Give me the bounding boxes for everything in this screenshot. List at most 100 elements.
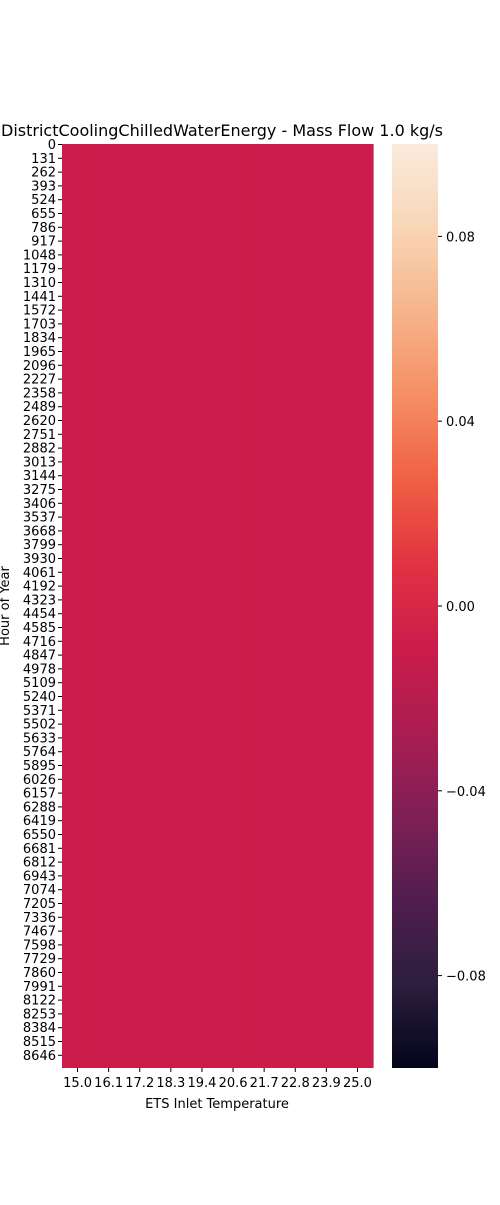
- y-tick-label: 3537: [23, 511, 56, 526]
- y-tick-label: 1441: [23, 290, 56, 305]
- y-axis-ticks: 0131262393524655786917104811791310144115…: [23, 138, 62, 1064]
- y-tick-label: 5764: [23, 745, 56, 760]
- y-tick-label: 2096: [23, 359, 56, 374]
- y-tick-label: 917: [31, 235, 56, 250]
- x-tick-label: 16.1: [94, 1076, 123, 1091]
- y-tick-label: 1703: [23, 317, 56, 332]
- y-tick-label: 1310: [23, 276, 56, 291]
- y-tick-label: 5371: [23, 704, 56, 719]
- heatmap-cell-18.3: [155, 144, 187, 1068]
- y-tick-label: 8515: [23, 1035, 56, 1050]
- heatmap-cell-16.1: [93, 144, 125, 1068]
- y-tick-label: 3930: [23, 552, 56, 567]
- y-tick-label: 2489: [23, 400, 56, 415]
- y-tick-label: 1048: [23, 248, 56, 263]
- y-tick-label: 262: [31, 166, 56, 181]
- y-tick-label: 3668: [23, 524, 56, 539]
- y-tick-label: 6157: [23, 787, 56, 802]
- colorbar: 0.08 0.04 0.00 −0.04 −0.08: [392, 144, 486, 1068]
- y-tick-label: 4716: [23, 635, 56, 650]
- y-tick-label: 2751: [23, 428, 56, 443]
- colorbar-tick-label: 0.08: [446, 230, 475, 245]
- y-tick-label: 524: [31, 193, 56, 208]
- y-tick-label: 4192: [23, 580, 56, 595]
- y-tick-label: 4061: [23, 566, 56, 581]
- heatmap-cell-20.6: [217, 144, 250, 1068]
- x-tick-label: 25.0: [343, 1076, 372, 1091]
- x-tick-label: 22.8: [281, 1076, 310, 1091]
- colorbar-tick-label: 0.00: [446, 600, 475, 615]
- heatmap-cell-15.0: [62, 144, 94, 1068]
- x-axis-label: ETS Inlet Temperature: [145, 1097, 289, 1112]
- y-tick-label: 8122: [23, 994, 56, 1009]
- y-tick-label: 3144: [23, 469, 56, 484]
- y-tick-label: 2227: [23, 373, 56, 388]
- heatmap-plot-area: [62, 144, 374, 1068]
- y-tick-label: 4847: [23, 649, 56, 664]
- colorbar-tick-label: −0.08: [446, 970, 486, 985]
- y-tick-label: 8384: [23, 1021, 56, 1036]
- heatmap-cell-17.2: [124, 144, 156, 1068]
- y-tick-label: 1834: [23, 331, 56, 346]
- y-tick-label: 7991: [23, 980, 56, 995]
- y-tick-label: 1572: [23, 304, 56, 319]
- y-tick-label: 0: [48, 138, 56, 153]
- heatmap-cell-22.8: [279, 144, 312, 1068]
- chart-title: DistrictCoolingChilledWaterEnergy - Mass…: [1, 121, 443, 140]
- x-tick-label: 18.3: [156, 1076, 185, 1091]
- x-tick-label: 21.7: [250, 1076, 279, 1091]
- y-tick-label: 3799: [23, 538, 56, 553]
- y-tick-label: 7467: [23, 925, 56, 940]
- y-tick-label: 6550: [23, 828, 56, 843]
- y-tick-label: 6026: [23, 773, 56, 788]
- x-tick-label: 23.9: [312, 1076, 341, 1091]
- y-tick-label: 3406: [23, 497, 56, 512]
- y-tick-label: 7729: [23, 952, 56, 967]
- y-tick-label: 7205: [23, 897, 56, 912]
- y-tick-label: 4978: [23, 662, 56, 677]
- y-tick-label: 1965: [23, 345, 56, 360]
- y-tick-label: 8253: [23, 1007, 56, 1022]
- x-tick-label: 19.4: [187, 1076, 216, 1091]
- y-tick-label: 6419: [23, 814, 56, 829]
- y-tick-label: 393: [31, 179, 56, 194]
- y-tick-label: 6681: [23, 842, 56, 857]
- x-axis-ticks: 15.0 16.1 17.2 18.3 19.4 20.6 21.7 22.8 23.9 25.0: [63, 1068, 372, 1091]
- heatmap-cell-19.4: [186, 144, 219, 1068]
- y-tick-label: 7074: [23, 883, 56, 898]
- colorbar-gradient: [392, 144, 438, 1068]
- y-tick-label: 5633: [23, 731, 56, 746]
- y-tick-label: 8646: [23, 1049, 56, 1064]
- y-tick-label: 655: [31, 207, 56, 222]
- y-tick-label: 4454: [23, 607, 56, 622]
- y-tick-label: 4323: [23, 593, 56, 608]
- y-tick-label: 6812: [23, 856, 56, 871]
- y-tick-label: 5109: [23, 676, 56, 691]
- y-tick-label: 131: [31, 152, 56, 167]
- y-tick-label: 7860: [23, 966, 56, 981]
- y-tick-label: 2358: [23, 386, 56, 401]
- y-tick-label: 5895: [23, 759, 56, 774]
- x-tick-label: 17.2: [125, 1076, 154, 1091]
- y-axis-label: Hour of Year: [0, 566, 13, 646]
- heatmap-cell-23.9: [310, 144, 343, 1068]
- y-tick-label: 3275: [23, 483, 56, 498]
- y-tick-label: 6288: [23, 800, 56, 815]
- y-tick-label: 6943: [23, 869, 56, 884]
- colorbar-tick-label: −0.04: [446, 785, 486, 800]
- y-tick-label: 3013: [23, 455, 56, 470]
- heatmap-cell-21.7: [248, 144, 281, 1068]
- y-tick-label: 4585: [23, 621, 56, 636]
- y-tick-label: 7598: [23, 938, 56, 953]
- y-tick-label: 2620: [23, 414, 56, 429]
- y-tick-label: 7336: [23, 911, 56, 926]
- heatmap-cell-25.0: [341, 144, 374, 1068]
- y-tick-label: 1179: [23, 262, 56, 277]
- y-tick-label: 2882: [23, 442, 56, 457]
- colorbar-tick-label: 0.04: [446, 415, 475, 430]
- x-tick-label: 15.0: [63, 1076, 92, 1091]
- y-tick-label: 5502: [23, 718, 56, 733]
- y-tick-label: 5240: [23, 690, 56, 705]
